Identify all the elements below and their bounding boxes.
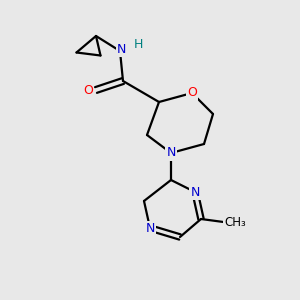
Text: CH₃: CH₃ bbox=[224, 215, 246, 229]
Text: O: O bbox=[187, 86, 197, 100]
Text: N: N bbox=[190, 185, 200, 199]
Text: N: N bbox=[166, 146, 176, 160]
Text: N: N bbox=[117, 43, 126, 56]
Text: O: O bbox=[84, 83, 93, 97]
Text: N: N bbox=[145, 221, 155, 235]
Text: H: H bbox=[133, 38, 143, 52]
